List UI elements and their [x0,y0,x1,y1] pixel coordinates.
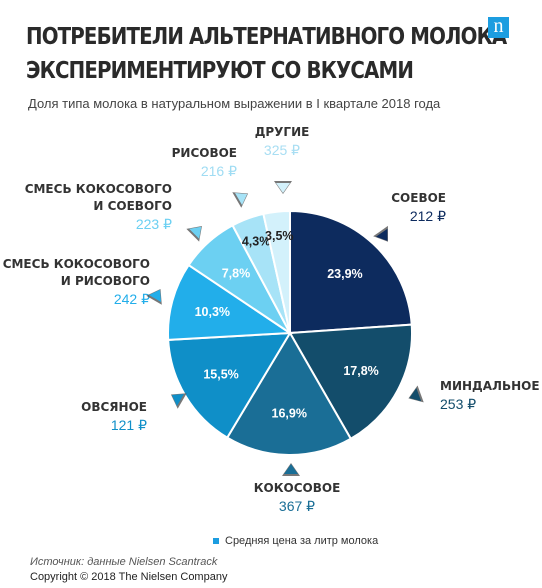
slice-category-label: РИСОВОЕ [172,146,237,160]
pie-slice-8 [262,209,291,334]
slice-category-label: МИНДАЛЬНОЕ [440,379,540,393]
slice-percent-label: 4,3% [242,234,271,248]
pie-slice-1 [289,209,413,335]
legend: Средняя цена за литр молока [213,535,378,547]
slice-price-label: 212 ₽ [410,208,446,224]
pie-slice-5 [167,263,294,341]
price-arrow-icon [274,181,292,194]
slice-price-label: 216 ₽ [201,163,237,179]
slice-category-label: СМЕСЬ КОКОСОВОГО [25,182,172,196]
price-arrow-icon [408,385,424,403]
slice-price-label: 223 ₽ [136,216,172,232]
price-arrow-icon [186,226,202,242]
slice-price-label: 367 ₽ [279,498,315,514]
slice-percent-label: 23,9% [327,267,362,281]
legend-label: Средняя цена за литр молока [225,535,379,547]
slice-category-label: ДРУГИЕ [255,125,310,139]
chart-subtitle: Доля типа молока в натуральном выражении… [28,96,441,111]
slice-category-label: СОЕВОЕ [391,191,446,205]
pie-slice-4 [167,331,292,439]
slice-percent-label: 10,3% [195,305,230,319]
slice-category-label: СМЕСЬ КОКОСОВОГО [3,257,150,271]
nielsen-logo-icon: n [488,15,509,38]
price-arrow-icon [282,463,300,476]
slice-category-label: И РИСОВОГО [61,274,150,288]
slice-percent-label: 15,5% [203,368,238,382]
slice-percent-label: 7,8% [222,266,251,280]
copyright-note: Copyright © 2018 The Nielsen Company [30,571,228,583]
title-line-2: ЭКСПЕРИМЕНТИРУЮТ СО ВКУСАМИ [26,58,414,84]
slice-category-label: КОКОСОВОЕ [254,481,341,495]
pie-slice-3 [225,331,353,456]
slice-price-label: 325 ₽ [264,142,300,158]
pie-slice-2 [288,323,413,441]
slice-category-label: ОВСЯНОЕ [81,400,147,414]
price-arrow-icon [146,288,162,305]
logo-letter: n [493,15,504,37]
source-note: Источник: данные Nielsen Scantrack [30,556,218,568]
price-arrow-icon [373,225,389,242]
price-arrow-icon [170,393,187,409]
slice-percent-label: 17,8% [343,364,378,378]
legend-dot-icon [213,538,219,545]
slice-price-label: 121 ₽ [111,417,147,433]
price-arrow-icon [232,192,249,208]
slice-price-label: 242 ₽ [114,291,150,307]
slice-category-label: И СОЕВОГО [93,199,172,213]
slice-percent-label: 16,9% [272,407,307,421]
slice-percent-label: 3,5% [265,229,294,243]
slice-price-label: 253 ₽ [440,396,476,412]
